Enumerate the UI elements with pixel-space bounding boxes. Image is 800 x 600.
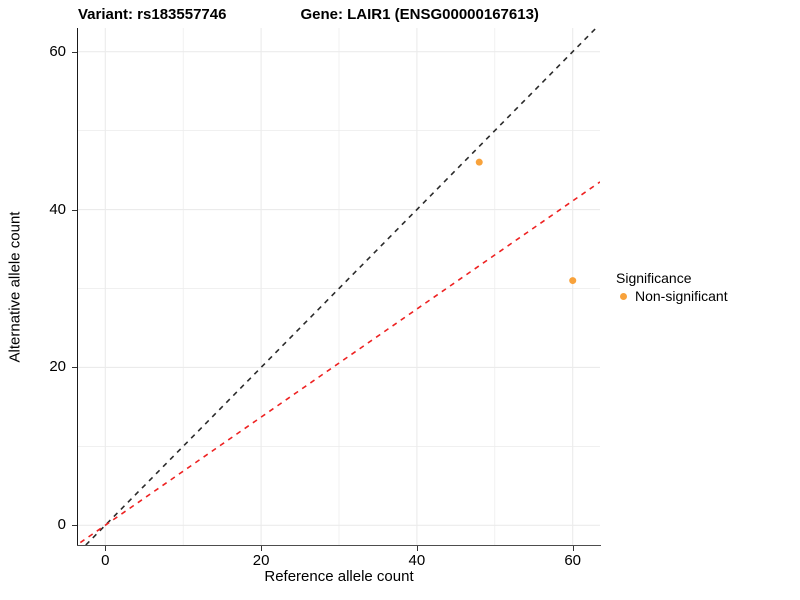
legend-title: Significance	[616, 270, 692, 286]
x-axis-title: Reference allele count	[264, 568, 414, 585]
x-tick-label: 60	[564, 552, 582, 569]
plot-title-row: Variant: rs183557746 Gene: LAIR1 (ENSG00…	[78, 2, 678, 26]
legend: Significance Non-significant	[616, 270, 796, 304]
x-tick-label: 0	[101, 552, 110, 569]
y-tick-label: 60	[49, 42, 66, 60]
x-axis-line	[77, 545, 601, 546]
plot-panel	[78, 28, 600, 545]
legend-entry-label: Non-significant	[635, 288, 728, 304]
gridlines	[78, 28, 600, 545]
x-tick-label: 20	[252, 552, 270, 569]
y-axis-title: Alternative allele count	[2, 28, 28, 545]
x-tick-label: 40	[408, 552, 426, 569]
legend-entries: Non-significant	[616, 288, 796, 304]
data-point[interactable]	[475, 158, 483, 166]
x-tick-mark	[572, 546, 574, 551]
y-axis-title-text: Alternative allele count	[6, 211, 24, 362]
y-tick-mark	[72, 367, 77, 369]
y-tick-mark	[72, 51, 77, 53]
legend-dot	[619, 292, 627, 300]
y-tick-mark	[72, 209, 77, 211]
x-tick-mark	[261, 546, 263, 551]
legend-entry[interactable]: Non-significant	[616, 288, 796, 304]
series-1	[475, 158, 577, 285]
y-axis-line	[77, 28, 78, 546]
gene-title: Gene: LAIR1 (ENSG00000167613)	[300, 5, 539, 23]
y-tick-mark	[72, 525, 77, 527]
x-tick-mark	[416, 546, 418, 551]
y-tick-label: 40	[49, 200, 66, 218]
y-tick-label: 0	[57, 516, 66, 534]
x-tick-mark	[105, 546, 107, 551]
identity-line	[85, 28, 598, 545]
plot-canvas	[78, 28, 600, 545]
legend-point-icon	[616, 289, 630, 303]
y-tick-label: 20	[49, 358, 66, 376]
expected-ratio-line	[79, 181, 600, 544]
variant-title: Variant: rs183557746	[78, 5, 227, 23]
data-point[interactable]	[569, 277, 577, 285]
